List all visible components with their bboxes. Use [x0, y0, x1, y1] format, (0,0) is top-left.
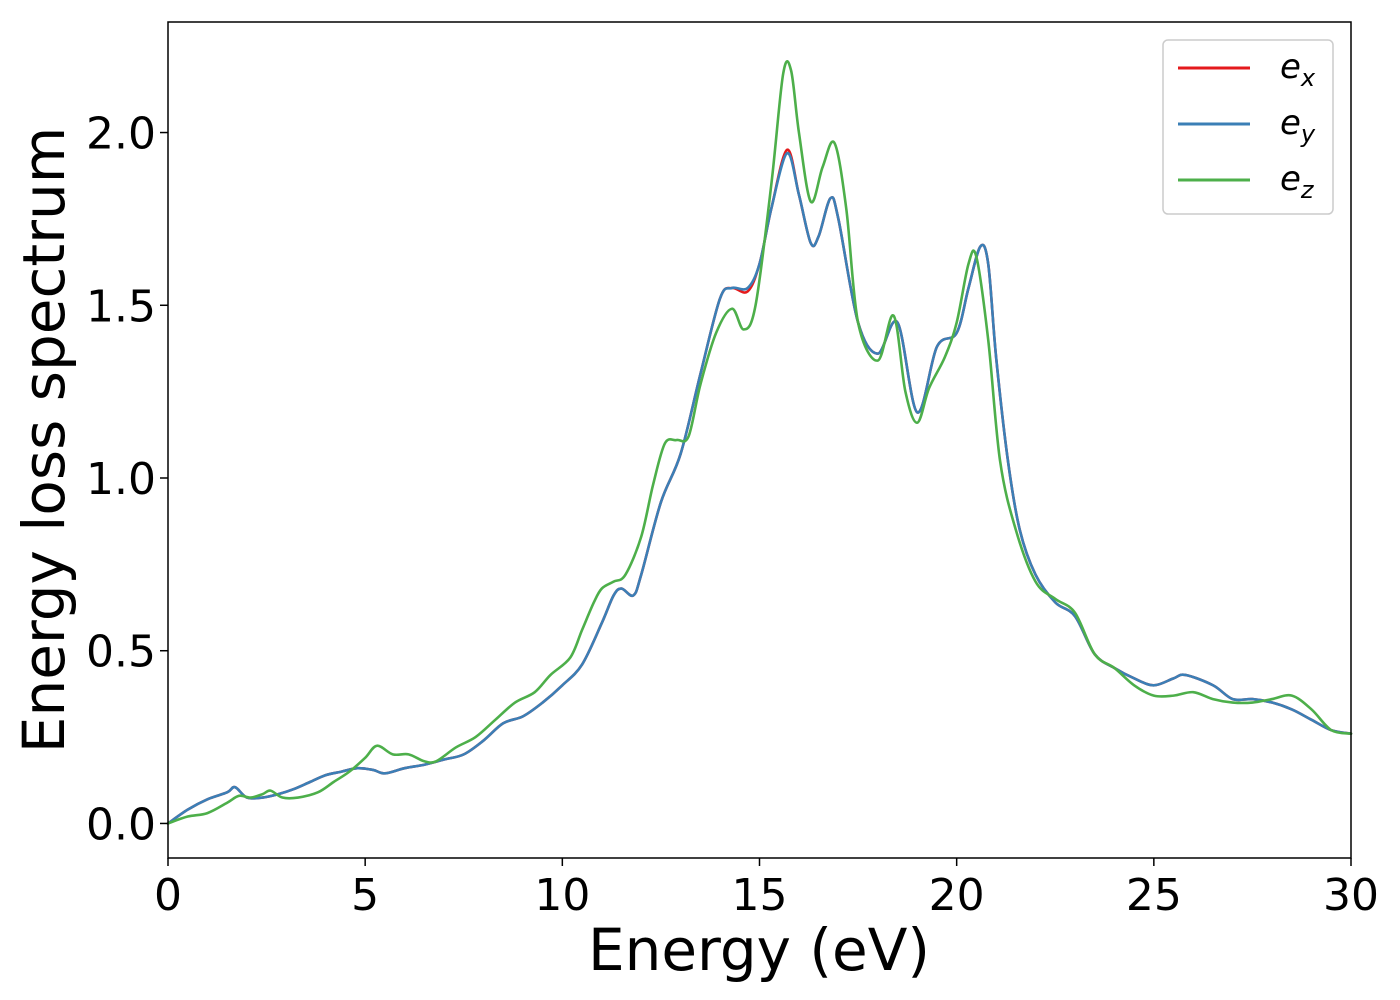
- x-tick-label: 15: [732, 870, 788, 921]
- y-axis-title: Energy loss spectrum: [10, 127, 78, 753]
- x-ticks: 0 5 10 15 20 25 30: [154, 858, 1379, 921]
- x-tick-label: 10: [534, 870, 590, 921]
- y-tick-label: 1.5: [86, 281, 156, 332]
- y-tick-label: 2.0: [86, 109, 156, 160]
- x-tick-label: 30: [1323, 870, 1379, 921]
- y-tick-label: 1.0: [86, 454, 156, 505]
- x-tick-label: 20: [929, 870, 985, 921]
- y-tick-label: 0.0: [86, 799, 156, 850]
- x-tick-label: 0: [154, 870, 182, 921]
- x-axis-title: Energy (eV): [588, 916, 930, 984]
- y-ticks: 0.0 0.5 1.0 1.5 2.0: [86, 109, 168, 850]
- plot-background: [168, 22, 1351, 858]
- x-tick-label: 25: [1126, 870, 1182, 921]
- series-layer: [166, 59, 1353, 825]
- y-tick-label: 0.5: [86, 627, 156, 678]
- legend-frame: [1162, 39, 1334, 215]
- x-tick-label: 5: [351, 870, 379, 921]
- series-line-ez: [166, 59, 1353, 825]
